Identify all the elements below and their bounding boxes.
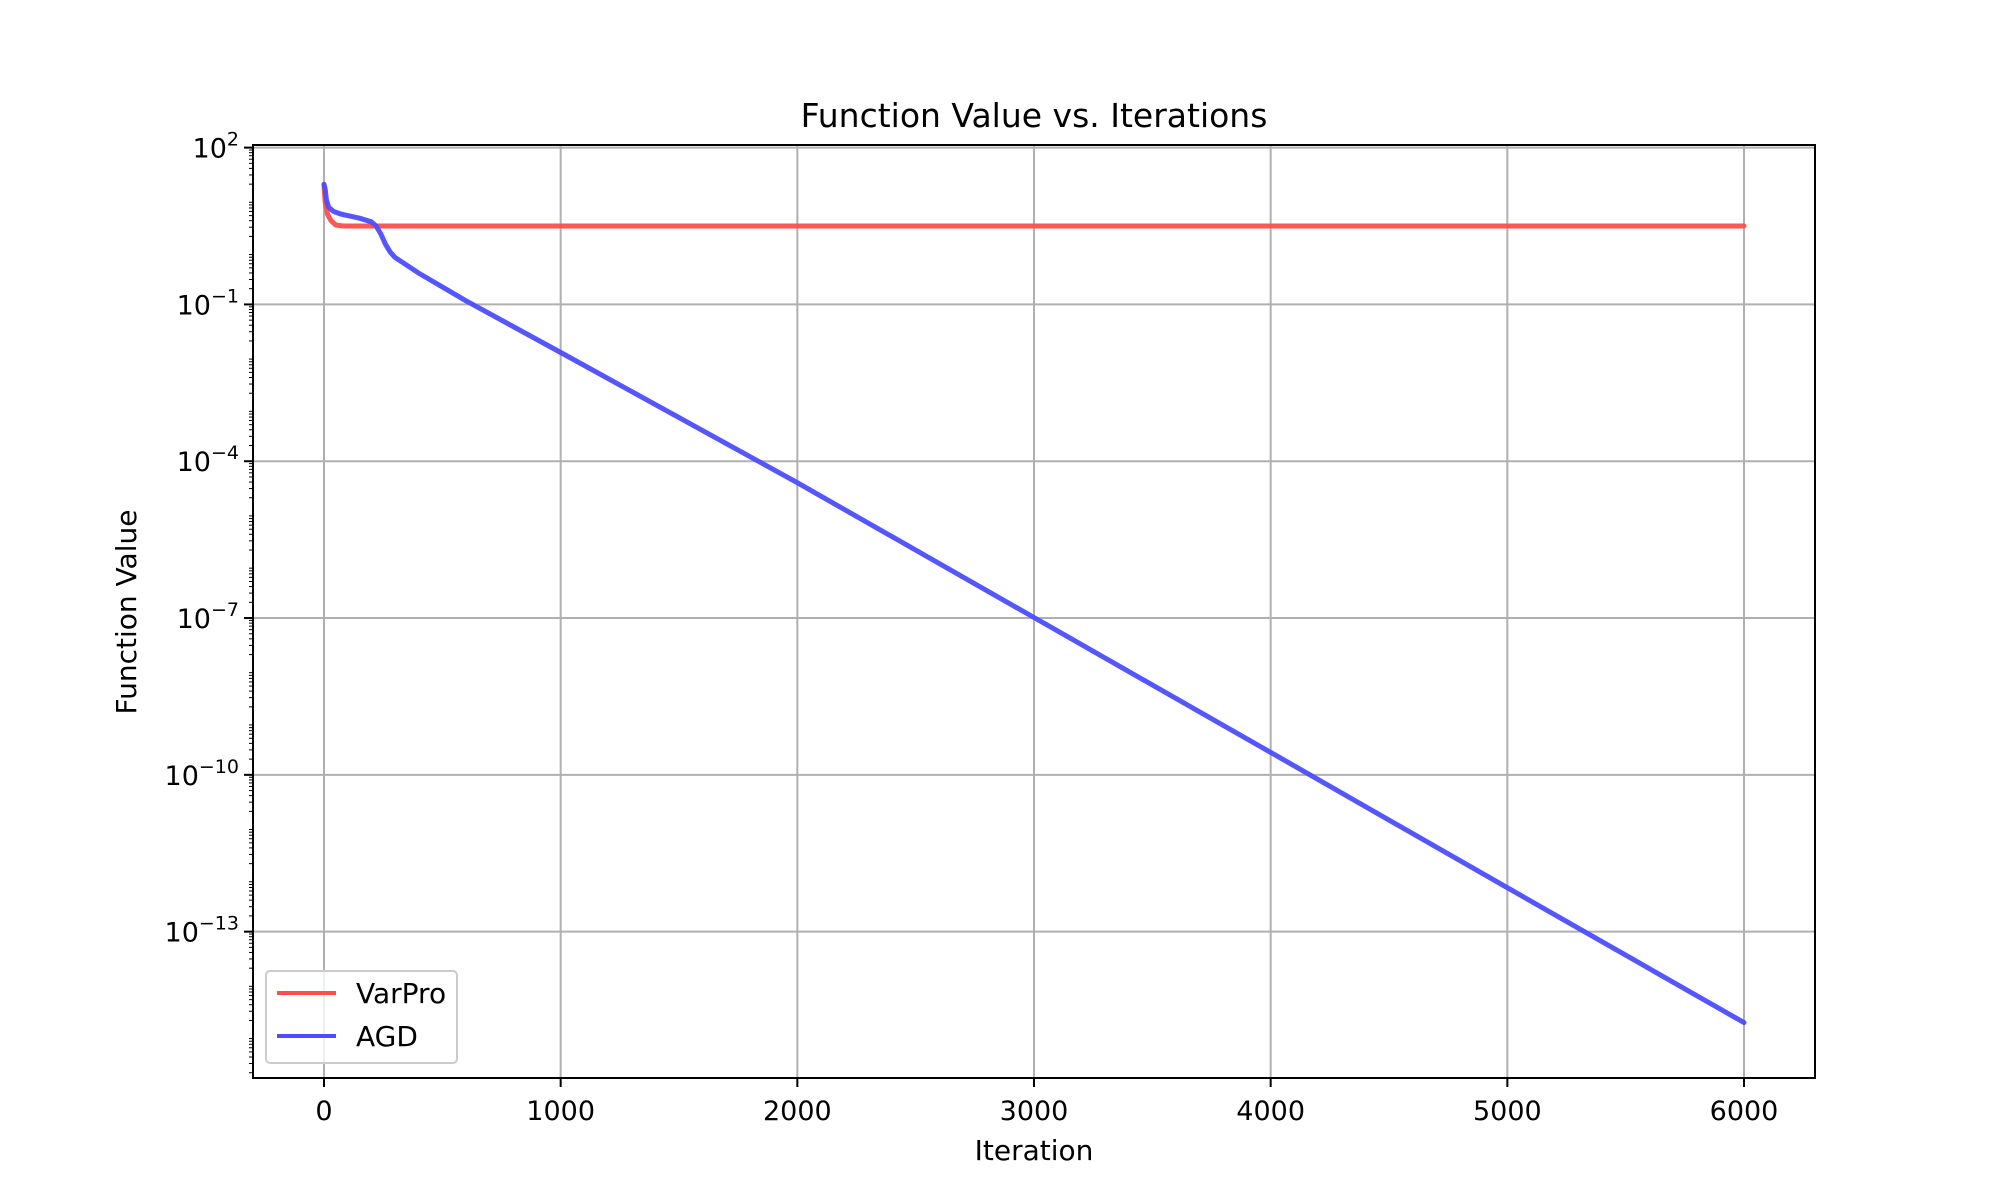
data-series (321, 181, 1747, 1026)
y-tick-label: 10−7 (177, 599, 239, 635)
legend-label-varpro: VarPro (356, 977, 446, 1010)
legend: VarPro AGD (265, 970, 458, 1064)
x-tick-label: 5000 (1473, 1096, 1542, 1127)
series-line-varpro (321, 182, 1747, 229)
y-tick-label: 10−1 (177, 285, 239, 321)
y-axis-label: Function Value (110, 510, 143, 715)
y-tick-label: 10−4 (177, 442, 239, 478)
x-axis-label: Iteration (975, 1134, 1094, 1167)
x-tick-label: 2000 (763, 1096, 832, 1127)
x-tick-label: 4000 (1236, 1096, 1305, 1127)
y-tick-label: 10−10 (165, 756, 239, 792)
x-tick-label: 3000 (1000, 1096, 1069, 1127)
x-tick-label: 0 (315, 1096, 332, 1127)
y-tick-label: 102 (193, 129, 239, 165)
series-line-agd (321, 181, 1747, 1026)
chart-title: Function Value vs. Iterations (801, 96, 1268, 135)
y-tick-label: 10−13 (165, 913, 239, 949)
y-axis-ticks: 102 10−1 10−4 10−7 10−10 10−13 (165, 129, 253, 1074)
x-tick-label: 6000 (1710, 1096, 1779, 1127)
legend-label-agd: AGD (356, 1020, 418, 1053)
x-tick-label: 1000 (526, 1096, 595, 1127)
x-axis-ticks: 0 1000 2000 3000 4000 5000 6000 (315, 1078, 1778, 1127)
